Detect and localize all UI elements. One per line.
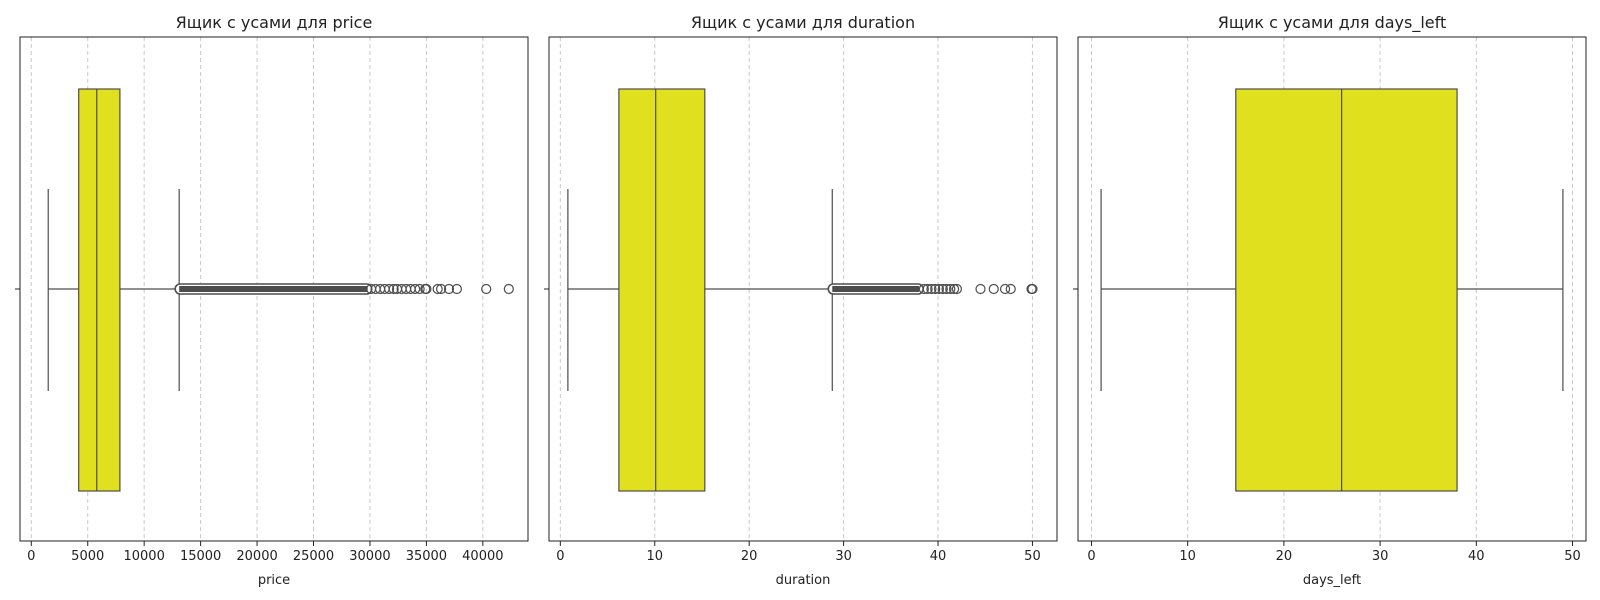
outlier-point [937, 283, 948, 295]
outlier-point [933, 283, 945, 295]
x-tick-label: 0 [1087, 549, 1095, 564]
outlier-point [930, 283, 941, 295]
x-tick-label: 20 [741, 549, 758, 564]
outlier-point [503, 283, 514, 295]
x-tick-label: 40 [1468, 549, 1485, 564]
x-tick-label: 15000 [180, 549, 221, 564]
panel-title: Ящик с усами для price [176, 13, 373, 32]
x-tick-label: 30 [835, 549, 852, 564]
outlier-point [1005, 283, 1016, 295]
x-tick-label: 0 [556, 549, 564, 564]
outlier-point [922, 283, 933, 295]
outlier-point [384, 283, 395, 295]
outlier-point [388, 283, 399, 295]
axes-frame [548, 36, 1058, 542]
x-tick-label: 0 [27, 549, 35, 564]
outlier-point [481, 283, 492, 295]
outlier-point [414, 283, 425, 295]
panel-duration: Ящик с усами для duration duration 0 10 20… [544, 13, 1058, 588]
x-tick-label: 40000 [462, 549, 503, 564]
outlier-point [918, 283, 929, 295]
panel-title: Ящик с усами для days_left [1218, 13, 1447, 33]
iqr-box [1235, 88, 1458, 492]
outlier-band-fill [832, 286, 920, 292]
x-axis-label: price [258, 573, 290, 588]
panel-price: Ящик с усами для price price 0 5000 10000 1… [15, 13, 529, 588]
outlier-point [999, 283, 1011, 295]
outlier-point [410, 283, 421, 295]
plot-area [559, 37, 1038, 541]
outlier-point [948, 283, 960, 295]
x-tick-label: 30 [1372, 549, 1389, 564]
outlier-point [941, 283, 952, 295]
outlier-point [951, 283, 963, 295]
x-tick-label: 10 [646, 549, 663, 564]
plot-area [30, 37, 514, 541]
x-tick-label: 5000 [71, 549, 104, 564]
outlier-point [945, 283, 956, 295]
plot-area [1090, 37, 1574, 541]
x-tick-label: 10 [1179, 549, 1196, 564]
x-axis-label: duration [776, 573, 831, 588]
axes-frame [19, 36, 529, 542]
x-tick-label: 50 [1024, 549, 1041, 564]
x-tick-label: 30000 [349, 549, 390, 564]
x-tick-label: 20 [1276, 549, 1293, 564]
outlier-point [1027, 283, 1038, 295]
outlier-point [443, 283, 455, 295]
outlier-point [435, 283, 447, 295]
iqr-box [78, 88, 121, 492]
x-tick-label: 35000 [406, 549, 447, 564]
outlier-point [975, 283, 986, 295]
x-tick-label: 20000 [236, 549, 277, 564]
iqr-box [618, 88, 706, 492]
x-tick-label: 40 [930, 549, 947, 564]
outlier-point [421, 283, 432, 295]
x-tick-label: 10000 [123, 549, 164, 564]
outlier-point [926, 283, 937, 295]
x-tick-label: 25000 [293, 549, 334, 564]
outlier-band-fill [179, 286, 368, 292]
outlier-point [451, 283, 462, 295]
panel-title: Ящик с усами для duration [691, 13, 915, 32]
axes-frame [1077, 36, 1587, 542]
outlier-point [432, 283, 443, 295]
x-axis-label: days_left [1303, 573, 1361, 588]
x-tick-label: 50 [1564, 549, 1581, 564]
panel-days-left: Ящик с усами для days_left days_left 0 10… [1073, 13, 1587, 588]
outlier-point [988, 283, 999, 295]
